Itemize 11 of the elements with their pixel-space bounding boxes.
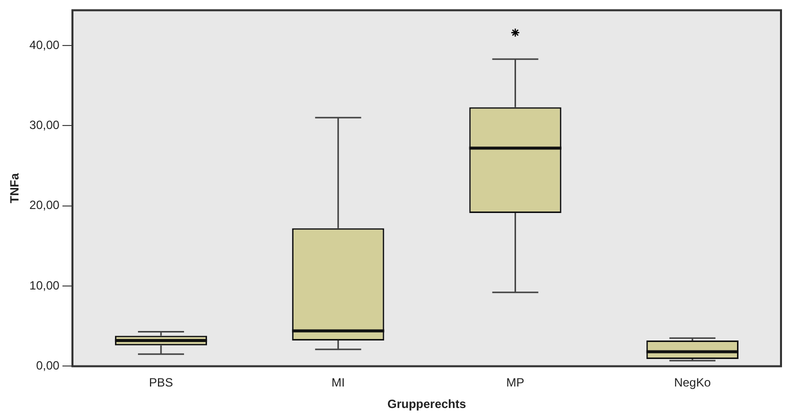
x-axis-title: Grupperechts	[387, 397, 466, 412]
y-axis-title: TNFa	[8, 172, 22, 204]
x-tick-label: PBS	[148, 376, 174, 390]
x-tick-label: MP	[506, 376, 524, 390]
x-tick-label: NegKo	[674, 376, 712, 390]
y-tick-label: 20,00	[29, 198, 60, 212]
x-tick-label: MI	[331, 376, 345, 390]
y-tick-label: 30,00	[29, 118, 60, 132]
y-tick-label: 10,00	[29, 278, 60, 292]
y-tick-label: 40,00	[29, 38, 60, 52]
y-tick-label: 0,00	[36, 358, 60, 373]
